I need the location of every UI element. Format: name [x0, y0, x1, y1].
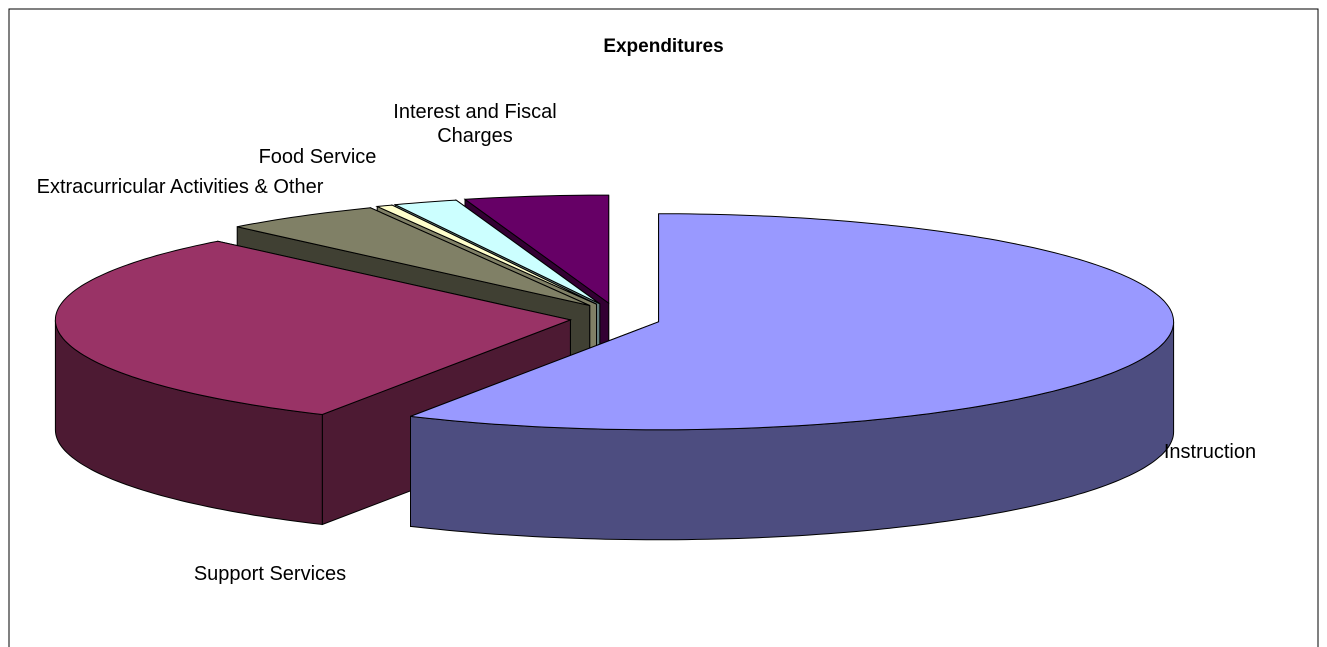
- slice-label: Support Services: [193, 563, 347, 585]
- slice-label: Extracurricular Activities & Other: [36, 176, 324, 198]
- slice-label: Instruction: [1163, 441, 1257, 463]
- slice: [463, 194, 610, 305]
- slice: [393, 199, 601, 305]
- slice-label: Food Service: [258, 146, 377, 168]
- slice: [54, 240, 573, 416]
- frame: [8, 8, 1319, 647]
- slice: [410, 213, 1175, 431]
- slice: [375, 204, 597, 305]
- slice: [237, 207, 590, 306]
- slice-label: Interest and Fiscal Charges: [393, 101, 557, 147]
- chart-title: Expenditures: [603, 36, 724, 57]
